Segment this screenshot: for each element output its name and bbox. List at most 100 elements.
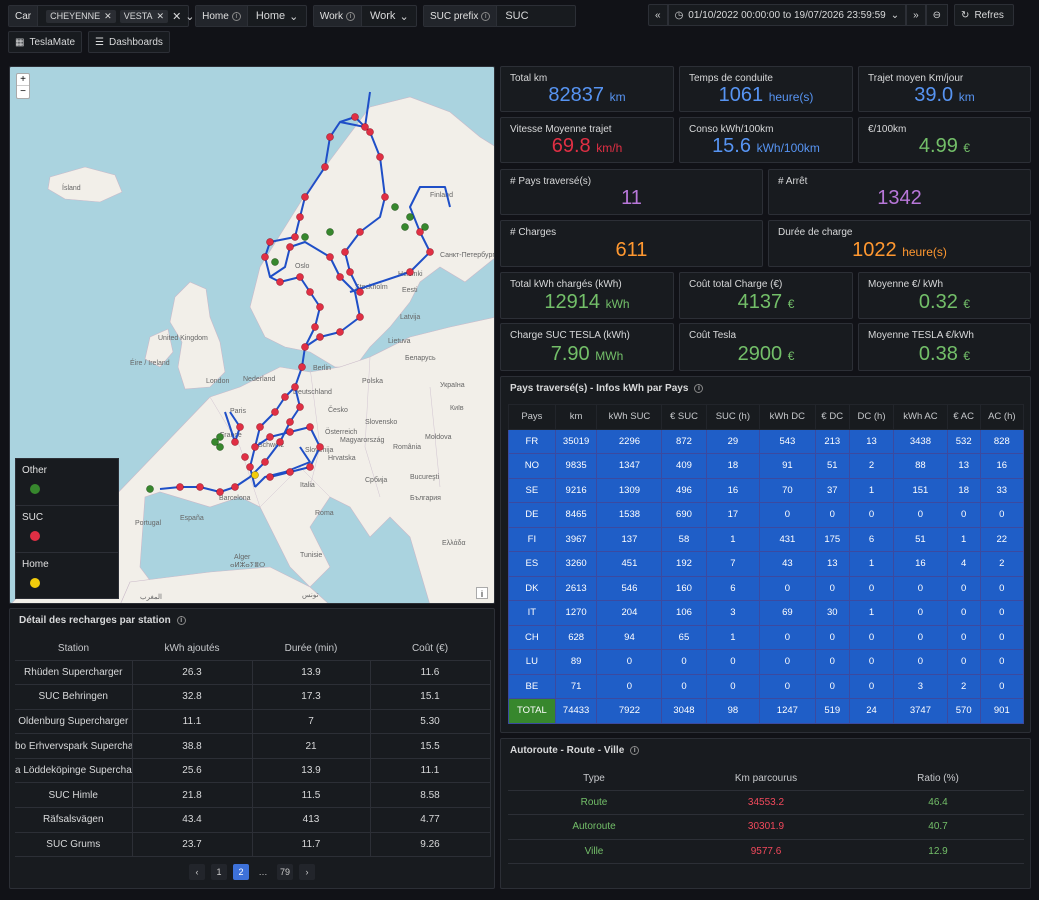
- trip-route: [224, 411, 241, 443]
- map-label: Україна: [440, 382, 465, 389]
- map-legend: Other SUC Home: [15, 458, 119, 599]
- car-chip[interactable]: CHEYENNE ✕: [46, 9, 116, 23]
- dashboards-link[interactable]: ☰ Dashboards: [88, 31, 170, 53]
- suc-charge-point: [296, 213, 304, 221]
- suc-charge-point: [311, 323, 319, 331]
- home-variable-value: Home: [255, 10, 286, 22]
- table-cell: 9835: [554, 453, 598, 479]
- column-header[interactable]: kWh SUC: [596, 404, 663, 430]
- table-cell: 13: [814, 551, 850, 577]
- car-variable[interactable]: Car CHEYENNE ✕ VESTA ✕ ✕ ⌄: [8, 5, 195, 27]
- table-cell: 3967: [554, 526, 598, 552]
- column-header[interactable]: Durée (min): [252, 638, 370, 661]
- suc-charge-point: [281, 393, 289, 401]
- zoom-out-button[interactable]: ⊖: [925, 4, 949, 26]
- table-cell: 0: [661, 649, 707, 675]
- work-variable[interactable]: Work i Work ⌄: [312, 5, 417, 27]
- stat-value-wrap: 0.38 €: [859, 343, 1030, 366]
- suc-charge-point: [241, 453, 249, 461]
- column-header[interactable]: € SUC: [661, 404, 707, 430]
- column-header[interactable]: Km parcourus: [680, 768, 852, 791]
- suc-prefix-variable[interactable]: SUC prefix i SUC: [422, 5, 577, 27]
- suc-prefix-input[interactable]: SUC: [505, 10, 529, 22]
- trips-map[interactable]: Ísland Finland Oslo Helsinki Санкт-Петер…: [9, 66, 495, 604]
- variables-bar: Car CHEYENNE ✕ VESTA ✕ ✕ ⌄ Home i Home ⌄ Wor…: [8, 4, 577, 28]
- map-label: Deutschland: [293, 389, 332, 396]
- page-button[interactable]: 79: [276, 864, 293, 880]
- dashboards-link-label: Dashboards: [109, 36, 163, 48]
- table-cell: 0: [979, 624, 1025, 650]
- table-cell: 91: [759, 453, 816, 479]
- suc-charge-point: [291, 233, 299, 241]
- stat-value-wrap: 0.32 €: [859, 291, 1030, 314]
- column-header[interactable]: Type: [508, 768, 680, 791]
- map-label: Éire / Ireland: [130, 358, 170, 367]
- clear-icon[interactable]: ✕: [172, 10, 182, 23]
- suc-charge-point: [266, 433, 274, 441]
- car-chip[interactable]: VESTA ✕: [119, 9, 169, 23]
- page-ellipsis: …: [258, 867, 268, 877]
- table-cell: 0: [814, 502, 850, 528]
- teslamate-link[interactable]: ▦ TeslaMate: [8, 31, 83, 53]
- page-button-active[interactable]: 2: [232, 864, 249, 880]
- suc-charge-point: [251, 443, 259, 451]
- table-cell: 94: [596, 624, 663, 650]
- next-page-button[interactable]: ›: [299, 864, 315, 880]
- map-label: Roma: [315, 510, 334, 517]
- stat-panel: Coût total Charge (€) 4137 €: [679, 272, 853, 319]
- stat-panel: Charge SUC TESLA (kWh) 7.90 MWh: [500, 323, 674, 371]
- stat-value-wrap: 39.0 km: [859, 84, 1030, 107]
- refresh-button[interactable]: ↻ Refres: [954, 4, 1015, 26]
- column-header[interactable]: € AC: [946, 404, 981, 430]
- home-variable[interactable]: Home i Home ⌄: [195, 5, 307, 27]
- pays-row: DK 2613 546 160 6 0 0 0 0 0 0: [508, 575, 1025, 601]
- column-header[interactable]: Station: [15, 638, 132, 661]
- table-cell: 160: [661, 575, 707, 601]
- pagination: ‹ 1 2 … 79 ›: [10, 864, 494, 880]
- work-variable-label: Work: [319, 10, 343, 22]
- shift-back-button[interactable]: «: [648, 4, 668, 26]
- page-button[interactable]: 1: [210, 864, 227, 880]
- table-cell: 11.1: [370, 758, 491, 784]
- zoom-out-button[interactable]: −: [20, 86, 26, 97]
- map-canvas[interactable]: Ísland Finland Oslo Helsinki Санкт-Петер…: [10, 67, 495, 604]
- column-header[interactable]: kWh AC: [893, 404, 948, 430]
- shift-forward-button[interactable]: »: [906, 4, 926, 26]
- table-cell: IT: [508, 600, 556, 626]
- table-cell: 0: [979, 502, 1025, 528]
- stat-panel: Conso kWh/100km 15.6 kWh/100km: [679, 117, 853, 163]
- chevron-down-icon[interactable]: ⌄: [185, 10, 195, 23]
- prev-page-button[interactable]: ‹: [188, 864, 205, 880]
- suc-charge-point: [306, 463, 314, 471]
- column-header[interactable]: € DC: [814, 404, 850, 430]
- column-header[interactable]: Coût (€): [370, 638, 490, 661]
- column-header[interactable]: SUC (h): [705, 404, 761, 430]
- map-label: Polska: [362, 378, 383, 385]
- column-header[interactable]: Pays: [508, 404, 556, 430]
- table-cell: 0: [946, 575, 981, 601]
- column-header[interactable]: AC (h): [979, 404, 1025, 430]
- column-header[interactable]: km: [554, 404, 598, 430]
- stat-value-wrap: 2900 €: [680, 343, 852, 366]
- attribution-button[interactable]: i: [476, 587, 488, 599]
- remove-chip-icon[interactable]: ✕: [104, 10, 112, 21]
- suc-charge-point: [356, 313, 364, 321]
- column-header[interactable]: Ratio (%): [852, 768, 1024, 791]
- column-header[interactable]: DC (h): [848, 404, 895, 430]
- time-range-picker[interactable]: ◷ 01/10/2022 00:00:00 to 19/07/2026 23:59…: [667, 4, 907, 26]
- table-cell: 0: [946, 624, 981, 650]
- info-icon: i: [231, 11, 241, 21]
- table-cell: 43: [759, 551, 816, 577]
- pays-table-panel: Pays traversé(s) - Infos kWh par Pays i P…: [500, 376, 1031, 733]
- suc-charge-point: [271, 408, 279, 416]
- trip-route: [254, 446, 311, 488]
- remove-chip-icon[interactable]: ✕: [156, 10, 165, 21]
- map-label: Санкт-Петербург: [440, 251, 495, 259]
- column-header[interactable]: kWh DC: [759, 404, 816, 430]
- stat-unit: €: [787, 297, 795, 311]
- stat-value-wrap: 11: [501, 187, 762, 210]
- zoom-in-button[interactable]: +: [17, 74, 29, 86]
- table-cell: Räfsalsvägen: [15, 807, 133, 833]
- stat-title: Coût Tesla: [689, 330, 737, 341]
- column-header[interactable]: kWh ajoutés: [132, 638, 252, 661]
